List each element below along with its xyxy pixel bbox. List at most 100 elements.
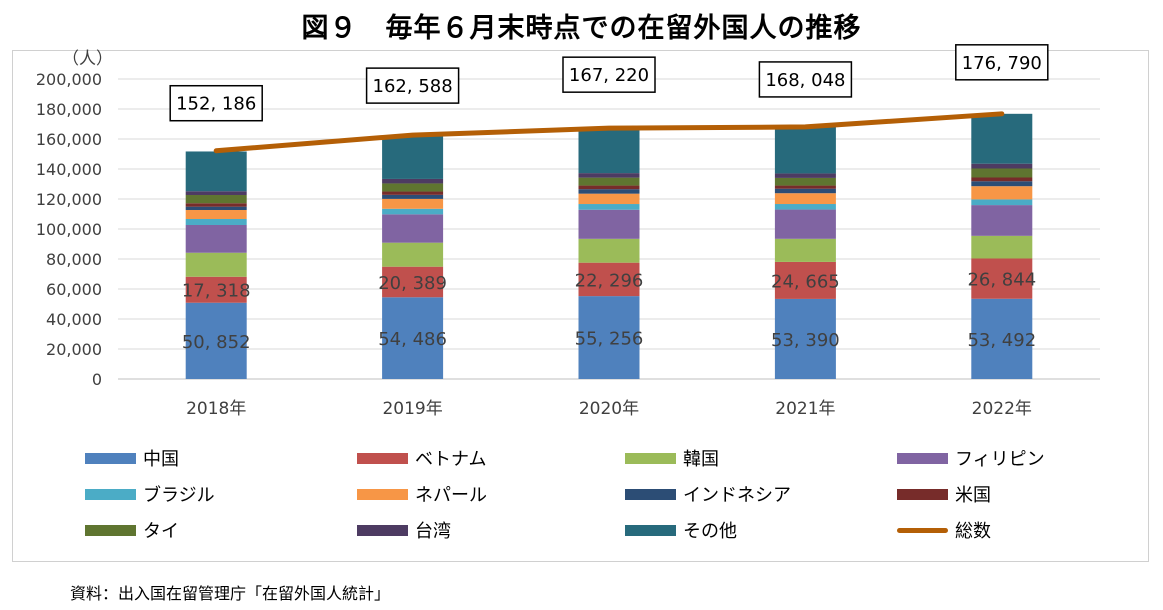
bar-segment (578, 296, 640, 379)
bar-segment (185, 302, 247, 379)
bar-segment (971, 177, 1033, 182)
total-label-box (169, 84, 263, 122)
bar-segment (382, 194, 444, 199)
legend-label: ネパール (415, 485, 487, 506)
legend-label: 韓国 (683, 449, 719, 470)
bar-segment (578, 204, 640, 210)
source-note: 資料：出入国在留管理庁「在留外国人統計」 (70, 584, 391, 603)
legend-label: フィリピン (955, 449, 1045, 470)
bar-segment (578, 189, 640, 194)
bar-segment (185, 151, 247, 192)
bar-segment (578, 185, 640, 190)
bar-segment (382, 214, 444, 243)
bar-segment (382, 208, 444, 215)
legend-swatch (85, 452, 136, 464)
bar-segment (774, 261, 836, 299)
total-data-label: 176, 790 (962, 53, 1042, 74)
legend-swatch (357, 524, 408, 536)
bar-data-label: 26, 844 (967, 270, 1036, 291)
x-tick-label: 2022年 (972, 399, 1032, 419)
legend-swatch (897, 527, 948, 533)
bar-segment (774, 126, 836, 174)
bar-segment (774, 298, 836, 379)
legend-item: ネパール (357, 481, 487, 507)
total-label-box (955, 44, 1049, 81)
bar-data-label: 55, 256 (575, 329, 644, 350)
bar-segment (185, 252, 247, 277)
bar-segment (382, 191, 444, 195)
legend-item: インドネシア (625, 481, 791, 507)
y-tick-label: 120,000 (36, 190, 102, 209)
total-label-box (758, 61, 853, 98)
bar-segment (578, 128, 640, 174)
bar-segment (382, 242, 444, 267)
legend-label: 台湾 (415, 521, 451, 542)
bar-segment (382, 297, 444, 379)
bar-segment (971, 258, 1033, 299)
legend-label: ブラジル (143, 485, 215, 506)
x-tick-label: 2020年 (579, 399, 639, 419)
bar-segment (971, 113, 1033, 164)
bar-segment (774, 204, 836, 210)
legend-swatch (357, 452, 408, 464)
y-tick-label: 20,000 (46, 340, 102, 359)
bar-segment (774, 173, 836, 178)
bar-segment (774, 188, 836, 194)
total-data-label: 168, 048 (765, 70, 845, 91)
legend-item: 米国 (897, 481, 991, 507)
bar-data-label: 22, 296 (575, 270, 644, 291)
bar-segment (185, 194, 247, 204)
bar-data-label: 53, 390 (771, 330, 840, 351)
bar-data-label: 20, 389 (378, 273, 447, 294)
bar-segment (185, 191, 247, 195)
legend-swatch (625, 452, 676, 464)
bar-segment (774, 238, 836, 262)
y-tick-label: 200,000 (36, 70, 102, 89)
legend-item: ブラジル (85, 481, 215, 507)
bar-segment (971, 199, 1033, 206)
y-tick-label: 0 (92, 370, 102, 389)
legend-item: 総数 (897, 517, 991, 543)
chart-legend: 中国 ベトナム 韓国 フィリピン ブラジル ネパール インドネシア 米国 タイ 台湾 その他 総数 (85, 445, 1135, 545)
total-data-label: 162, 588 (373, 76, 453, 97)
bar-segment (971, 298, 1033, 379)
legend-label: ベトナム (415, 449, 487, 470)
bar-data-label: 24, 665 (771, 271, 840, 292)
bar-segment (382, 198, 444, 209)
stacked-bar-chart: 0 20,000 40,000 60,000 80,000 100,000 120,000 1… (36, 44, 1100, 419)
bar-segment (382, 183, 444, 192)
total-line (213, 111, 1005, 154)
legend-item: 中国 (85, 445, 179, 471)
bar-segment (185, 218, 247, 225)
bar-segment (382, 135, 444, 179)
legend-swatch (625, 524, 676, 536)
bar-segment (382, 266, 444, 298)
chart-title: 図９ 毎年６月末時点での在留外国人の推移 (301, 13, 862, 44)
legend-swatch (897, 488, 948, 500)
bar-segment (185, 206, 247, 210)
y-tick-label: 80,000 (46, 250, 102, 269)
bar-segment (971, 181, 1033, 187)
bar-segment (578, 238, 640, 263)
bar-segment (971, 235, 1033, 259)
legend-item: その他 (625, 517, 737, 543)
bar-segment (774, 193, 836, 205)
legend-label: 総数 (955, 521, 991, 542)
total-label-box (365, 67, 460, 104)
legend-swatch (357, 488, 408, 500)
total-label-box (562, 56, 656, 93)
bar-segment (185, 203, 247, 207)
y-tick-label: 40,000 (46, 310, 102, 329)
bar-segment (185, 276, 247, 303)
y-tick-label: 60,000 (46, 280, 102, 299)
bar-segment (774, 209, 836, 239)
legend-swatch (85, 524, 136, 536)
bar-segment (971, 163, 1033, 169)
bar-segment (971, 205, 1033, 236)
y-tick-label: 180,000 (36, 100, 102, 119)
bar-data-label: 17, 318 (182, 281, 251, 302)
legend-swatch (625, 488, 676, 500)
bar-segment (774, 185, 836, 189)
x-tick-label: 2021年 (775, 399, 835, 419)
legend-label: 中国 (143, 449, 179, 470)
